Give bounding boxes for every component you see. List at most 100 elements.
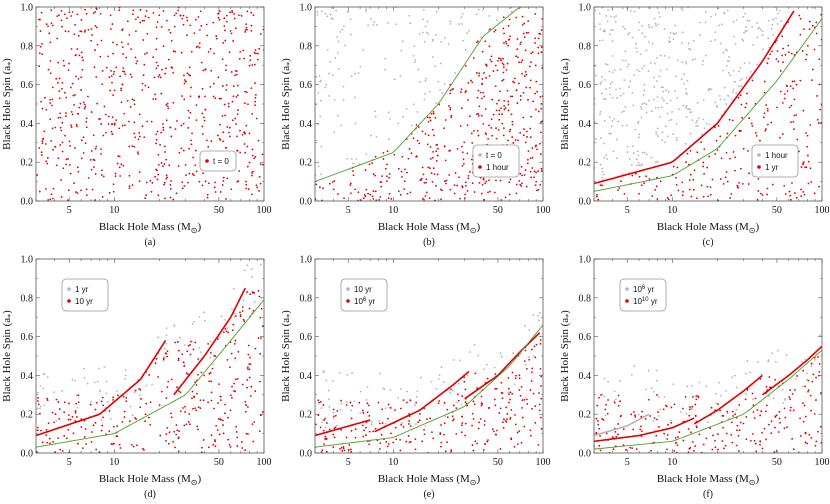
scatter-point <box>768 46 771 49</box>
scatter-point <box>321 449 324 452</box>
scatter-point <box>671 111 673 113</box>
scatter-point <box>324 435 327 438</box>
scatter-point <box>517 56 519 59</box>
scatter-point <box>84 428 87 430</box>
scatter-point <box>703 127 706 130</box>
scatter-point <box>171 67 174 69</box>
y-tick-label: 0.0 <box>579 449 592 460</box>
scatter-point <box>737 186 740 189</box>
scatter-point <box>689 111 692 114</box>
scatter-point <box>732 88 735 91</box>
scatter-point <box>228 443 231 446</box>
scatter-point <box>432 38 434 41</box>
scatter-point <box>189 95 192 98</box>
legend-label: 1 yr <box>765 163 779 172</box>
scatter-point <box>654 22 657 25</box>
scatter-point <box>157 75 160 78</box>
scatter-point <box>182 361 185 364</box>
scatter-point <box>195 46 198 49</box>
scatter-point <box>669 32 672 34</box>
scatter-point <box>165 433 168 436</box>
scatter-point <box>432 111 435 113</box>
y-tick-label: 0.2 <box>21 158 34 169</box>
scatter-point <box>433 173 436 176</box>
scatter-point <box>504 420 507 422</box>
scatter-point <box>518 389 521 391</box>
scatter-point <box>251 148 254 151</box>
scatter-point <box>748 117 751 120</box>
scatter-point <box>661 97 663 100</box>
scatter-point <box>502 27 505 30</box>
scatter-point <box>215 424 218 427</box>
scatter-point <box>154 98 157 101</box>
scatter-point <box>485 363 488 366</box>
scatter-point <box>102 175 105 178</box>
scatter-point <box>449 106 452 109</box>
scatter-point <box>72 94 75 97</box>
scatter-point <box>259 182 262 185</box>
scatter-point <box>118 155 121 158</box>
scatter-point <box>207 401 209 404</box>
legend-label: 106 yr <box>354 297 375 306</box>
scatter-point <box>259 352 262 355</box>
scatter-point <box>626 145 629 148</box>
scatter-point <box>531 167 534 169</box>
scatter-point <box>232 287 235 290</box>
scatter-point <box>732 21 735 23</box>
scatter-point <box>214 355 217 358</box>
scatter-point <box>464 388 467 391</box>
scatter-point <box>478 72 481 75</box>
scatter-point <box>379 196 382 198</box>
scatter-point <box>674 24 677 27</box>
scatter-point <box>162 357 165 360</box>
scatter-point <box>610 132 612 135</box>
x-tick-label: 5 <box>625 205 630 216</box>
scatter-point <box>477 114 480 117</box>
scatter-point <box>52 148 54 151</box>
scatter-point <box>484 443 487 445</box>
scatter-point <box>641 32 644 34</box>
scatter-point <box>745 372 748 375</box>
scatter-point <box>458 176 460 179</box>
scatter-point <box>43 96 46 99</box>
green-curve-3 <box>315 324 543 448</box>
scatter-point <box>537 170 540 173</box>
scatter-point <box>462 162 465 165</box>
scatter-point <box>761 34 764 37</box>
scatter-point <box>488 45 491 48</box>
scatter-point <box>682 104 685 107</box>
scatter-point <box>377 401 380 404</box>
scatter-point <box>165 119 168 122</box>
scatter-point <box>95 76 98 78</box>
scatter-point <box>688 188 691 191</box>
scatter-point <box>502 66 505 69</box>
scatter-point <box>110 123 113 126</box>
scatter-point <box>639 53 642 56</box>
scatter-point <box>320 407 323 410</box>
scatter-point <box>540 375 543 378</box>
scatter-point <box>617 394 620 397</box>
scatter-point <box>40 154 43 156</box>
scatter-point <box>154 175 157 178</box>
y-tick-label: 0.4 <box>300 371 313 382</box>
scatter-point <box>536 148 538 151</box>
scatter-point <box>771 50 773 53</box>
y-tick-label: 0.2 <box>21 410 34 421</box>
scatter-point <box>222 331 225 334</box>
scatter-point <box>160 92 163 95</box>
scatter-point <box>717 433 719 436</box>
scatter-point <box>503 108 506 111</box>
scatter-point <box>531 147 534 150</box>
scatter-point <box>455 433 458 435</box>
ridge-curve-1 <box>173 287 247 396</box>
scatter-point <box>121 83 124 86</box>
scatter-point <box>629 9 632 12</box>
scatter-point <box>622 428 625 430</box>
scatter-point <box>648 177 651 180</box>
plot-area <box>36 7 264 201</box>
scatter-point <box>187 373 189 376</box>
scatter-point <box>234 339 237 342</box>
scatter-point <box>466 374 469 377</box>
scatter-point <box>423 98 426 101</box>
scatter-point <box>80 189 82 192</box>
